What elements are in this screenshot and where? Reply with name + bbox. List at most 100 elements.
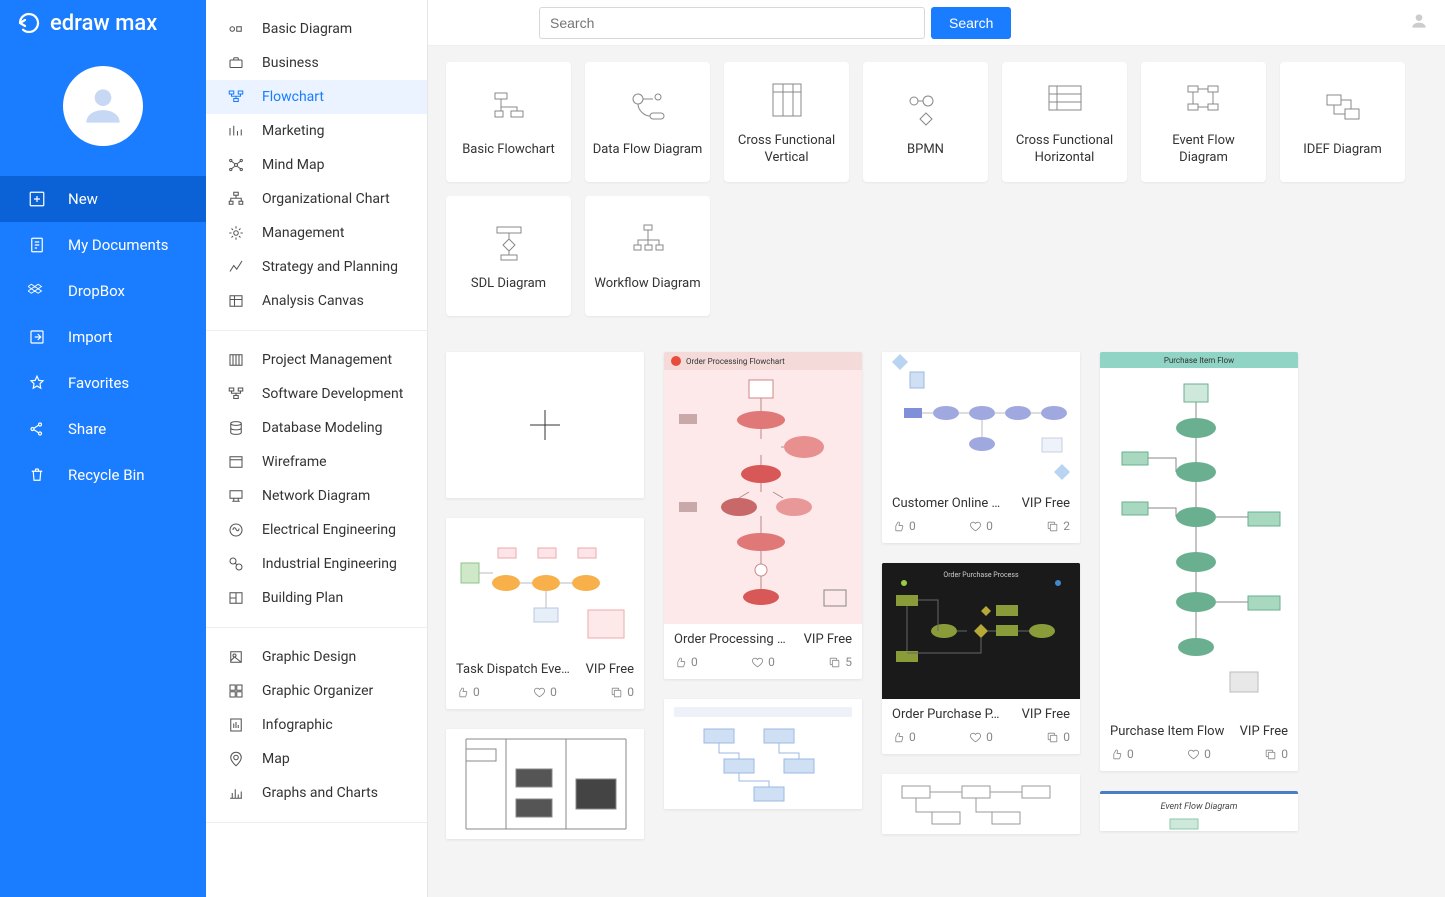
copy-icon — [1046, 731, 1059, 744]
template-order-purchase[interactable]: Order Purchase Process Order Purchase P…… — [882, 563, 1080, 754]
category-label: Flowchart — [262, 89, 324, 105]
likes-stat[interactable]: 0 — [892, 730, 916, 744]
category-gdesign[interactable]: Graphic Design — [206, 640, 427, 674]
diagram-type-grid: Basic FlowchartData Flow DiagramCross Fu… — [446, 62, 1427, 316]
category-basic[interactable]: Basic Diagram — [206, 12, 427, 46]
svg-text:Order Purchase Process: Order Purchase Process — [943, 571, 1019, 579]
loves-stat[interactable]: 0 — [969, 730, 993, 744]
template-partial2[interactable] — [664, 699, 862, 809]
likes-stat[interactable]: 0 — [892, 519, 916, 533]
copies-stat[interactable]: 0 — [1264, 747, 1288, 761]
copy-icon — [610, 686, 623, 699]
indus-icon — [224, 555, 248, 573]
type-label: Basic Flowchart — [462, 142, 555, 159]
category-strategy[interactable]: Strategy and Planning — [206, 250, 427, 284]
nav-new[interactable]: New — [0, 176, 206, 222]
category-map[interactable]: Map — [206, 742, 427, 776]
user-menu-icon[interactable] — [1409, 11, 1429, 35]
category-wireframe[interactable]: Wireframe — [206, 445, 427, 479]
template-thumbnail: Order Purchase Process — [882, 563, 1080, 699]
category-label: Strategy and Planning — [262, 259, 398, 275]
type-data-flow[interactable]: Data Flow Diagram — [585, 62, 710, 182]
search-button[interactable]: Search — [931, 7, 1011, 39]
gorg-icon — [224, 682, 248, 700]
template-badge: VIP Free — [1240, 724, 1288, 739]
category-group: Graphic DesignGraphic OrganizerInfograph… — [206, 628, 427, 823]
category-mindmap[interactable]: Mind Map — [206, 148, 427, 182]
type-cross-vert[interactable]: Cross Functional Vertical — [724, 62, 849, 182]
template-event-flow-tpl[interactable]: Event Flow Diagram — [1100, 791, 1298, 831]
template-customer-online[interactable]: Customer Online …VIP Free 0 0 2 — [882, 352, 1080, 543]
avatar-icon — [78, 81, 128, 131]
workflow-icon — [626, 220, 670, 266]
category-canvas[interactable]: Analysis Canvas — [206, 284, 427, 318]
nav-label: New — [68, 190, 98, 208]
category-building[interactable]: Building Plan — [206, 581, 427, 615]
category-charts[interactable]: Graphs and Charts — [206, 776, 427, 810]
category-projmgmt[interactable]: Project Management — [206, 343, 427, 377]
template-thumbnail: Order Processing Flowchart — [664, 352, 862, 624]
template-column: Order Processing Flowchart Order Process… — [664, 352, 862, 809]
type-event-flow[interactable]: Event Flow Diagram — [1141, 62, 1266, 182]
canvas-icon — [224, 292, 248, 310]
category-dbmodel[interactable]: Database Modeling — [206, 411, 427, 445]
nav-favorites[interactable]: Favorites — [0, 360, 206, 406]
category-flowchart[interactable]: Flowchart — [206, 80, 427, 114]
svg-text:Event Flow Diagram: Event Flow Diagram — [1161, 802, 1238, 812]
brand-logo[interactable]: edraw max — [0, 0, 206, 46]
category-indus[interactable]: Industrial Engineering — [206, 547, 427, 581]
category-infog[interactable]: Infographic — [206, 708, 427, 742]
charts-icon — [224, 784, 248, 802]
template-partial3[interactable] — [882, 774, 1080, 834]
heart-icon — [1187, 748, 1200, 761]
copies-stat[interactable]: 5 — [828, 655, 852, 669]
template-partial1[interactable] — [446, 729, 644, 839]
type-basic-flow[interactable]: Basic Flowchart — [446, 62, 571, 182]
category-orgchart[interactable]: Organizational Chart — [206, 182, 427, 216]
nav-recycle[interactable]: Recycle Bin — [0, 452, 206, 498]
likes-stat[interactable]: 0 — [456, 685, 480, 699]
template-task-dispatch[interactable]: Task Dispatch Eve…VIP Free 0 0 0 — [446, 518, 644, 709]
nav-mydocs[interactable]: My Documents — [0, 222, 206, 268]
type-idef[interactable]: IDEF Diagram — [1280, 62, 1405, 182]
loves-stat[interactable]: 0 — [533, 685, 557, 699]
type-workflow[interactable]: Workflow Diagram — [585, 196, 710, 316]
category-gorg[interactable]: Graphic Organizer — [206, 674, 427, 708]
loves-stat[interactable]: 0 — [1187, 747, 1211, 761]
app-root: edraw max New My Documents DropBox Import Fa… — [0, 0, 1445, 897]
user-avatar[interactable] — [63, 66, 143, 146]
category-group: Project ManagementSoftware DevelopmentDa… — [206, 331, 427, 628]
nav-share[interactable]: Share — [0, 406, 206, 452]
type-sdl[interactable]: SDL Diagram — [446, 196, 571, 316]
category-business[interactable]: Business — [206, 46, 427, 80]
favorites-icon — [28, 374, 46, 392]
nav-import[interactable]: Import — [0, 314, 206, 360]
category-elec[interactable]: Electrical Engineering — [206, 513, 427, 547]
loves-stat[interactable]: 0 — [751, 655, 775, 669]
template-purchase-item[interactable]: Purchase Item Flow Purchase Item FlowVIP… — [1100, 352, 1298, 771]
template-title: Order Purchase P… — [892, 707, 999, 722]
copies-stat[interactable]: 0 — [1046, 730, 1070, 744]
loves-stat[interactable]: 0 — [969, 519, 993, 533]
nav-label: DropBox — [68, 282, 125, 300]
thumbs-up-icon — [892, 520, 905, 533]
copies-stat[interactable]: 2 — [1046, 519, 1070, 533]
copies-stat[interactable]: 0 — [610, 685, 634, 699]
category-group: Basic DiagramBusinessFlowchartMarketingM… — [206, 0, 427, 331]
search-input[interactable] — [539, 7, 925, 39]
category-swdev[interactable]: Software Development — [206, 377, 427, 411]
copy-icon — [1046, 520, 1059, 533]
category-network[interactable]: Network Diagram — [206, 479, 427, 513]
likes-stat[interactable]: 0 — [1110, 747, 1134, 761]
category-label: Map — [262, 751, 290, 767]
new-blank-template[interactable] — [446, 352, 644, 498]
category-management[interactable]: Management — [206, 216, 427, 250]
likes-stat[interactable]: 0 — [674, 655, 698, 669]
type-cross-horiz[interactable]: Cross Functional Horizontal — [1002, 62, 1127, 182]
category-marketing[interactable]: Marketing — [206, 114, 427, 148]
thumbs-up-icon — [1110, 748, 1123, 761]
template-order-processing[interactable]: Order Processing Flowchart Order Process… — [664, 352, 862, 679]
type-bpmn[interactable]: BPMN — [863, 62, 988, 182]
nav-dropbox[interactable]: DropBox — [0, 268, 206, 314]
nav-label: Favorites — [68, 374, 129, 392]
